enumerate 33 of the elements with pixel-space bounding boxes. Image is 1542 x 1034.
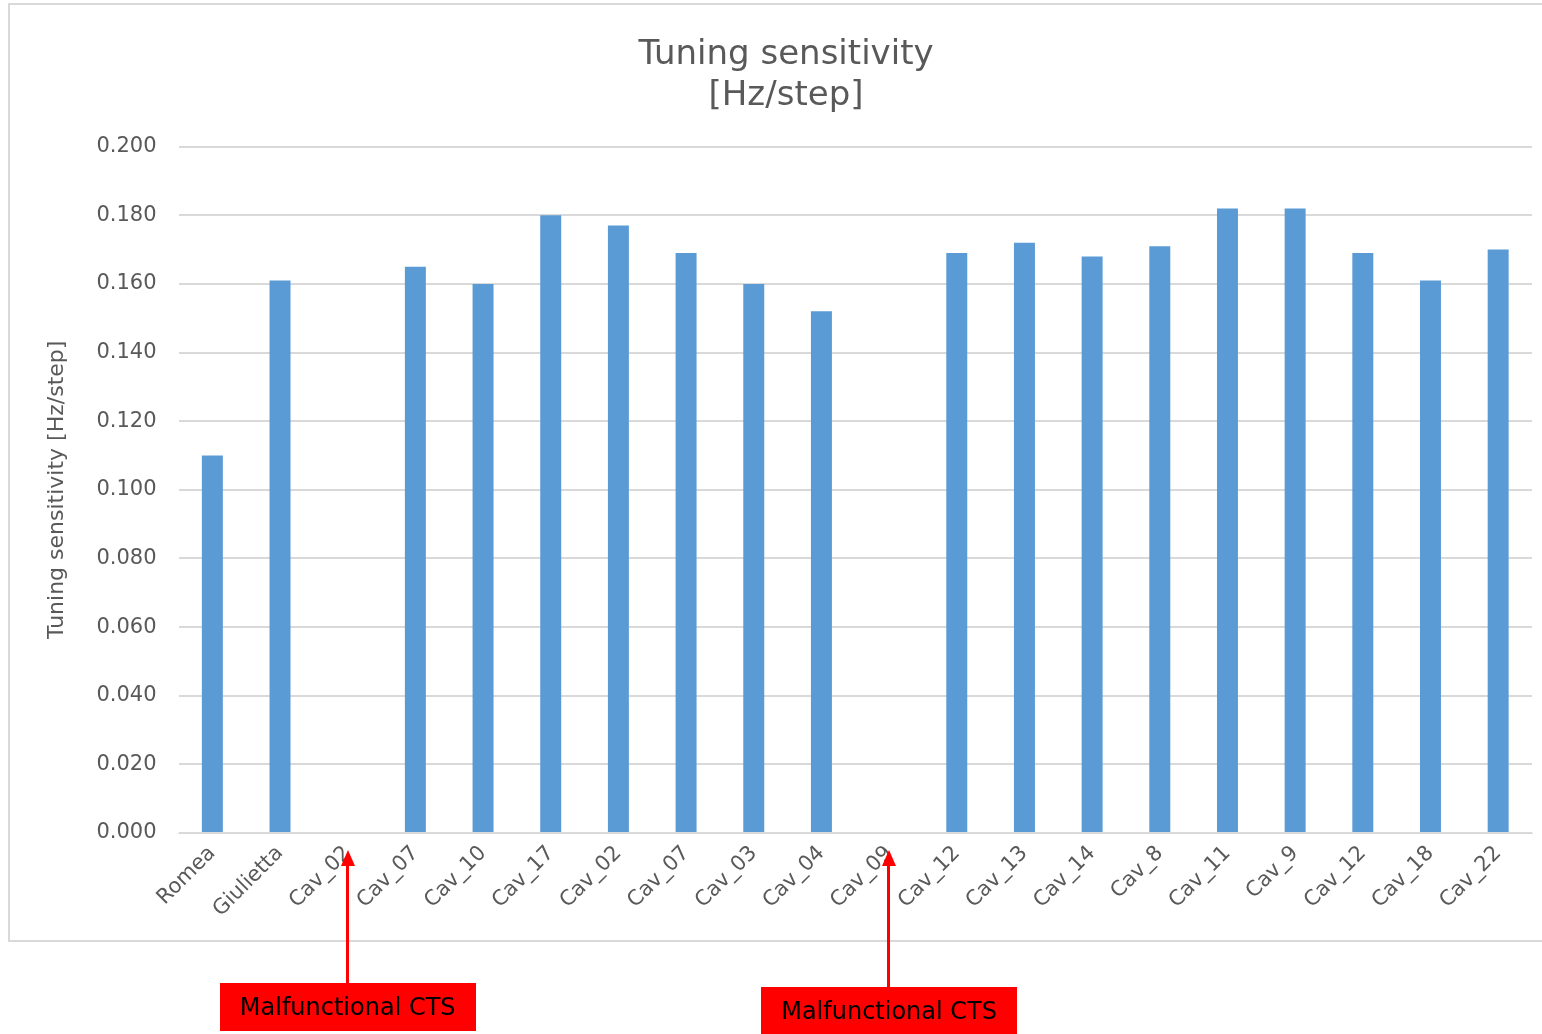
y-tick-label: 0.100	[96, 476, 157, 501]
text: Malfunctional CTS	[219, 983, 476, 1031]
bar	[810, 311, 832, 833]
bar	[540, 215, 562, 833]
bar	[1487, 249, 1509, 833]
y-tick-label: 0.140	[96, 338, 157, 363]
chart-title: Tuning sensitivity [Hz/step]	[637, 32, 934, 114]
y-tick-label: 0.080	[96, 544, 157, 569]
y-tick-label: 0.200	[96, 133, 157, 158]
bar	[1284, 208, 1306, 833]
bar	[269, 280, 291, 833]
y-tick-label: 0.020	[96, 750, 157, 775]
bar	[946, 252, 968, 833]
bar	[1352, 252, 1374, 833]
bar	[607, 225, 629, 833]
y-tick-label: 0.160	[96, 270, 157, 295]
bar	[675, 252, 697, 833]
y-tick-label: 0.060	[96, 613, 157, 638]
y-tick-label: 0.120	[96, 407, 157, 432]
y-axis-title: Tuning sensitivity [Hz/step]	[42, 340, 68, 640]
y-tick-label: 0.180	[96, 201, 157, 226]
bar	[1216, 208, 1238, 833]
y-tick-label: 0.040	[96, 682, 157, 707]
bar	[404, 266, 426, 833]
bar	[1149, 246, 1171, 833]
bar	[1420, 280, 1441, 833]
bar	[472, 283, 494, 833]
y-tick-label: 0.000	[96, 819, 157, 844]
bar	[1081, 256, 1103, 833]
bar	[1013, 242, 1035, 833]
bar	[201, 455, 223, 833]
bar	[743, 283, 765, 833]
text: Malfunctional CTS	[761, 987, 1018, 1034]
